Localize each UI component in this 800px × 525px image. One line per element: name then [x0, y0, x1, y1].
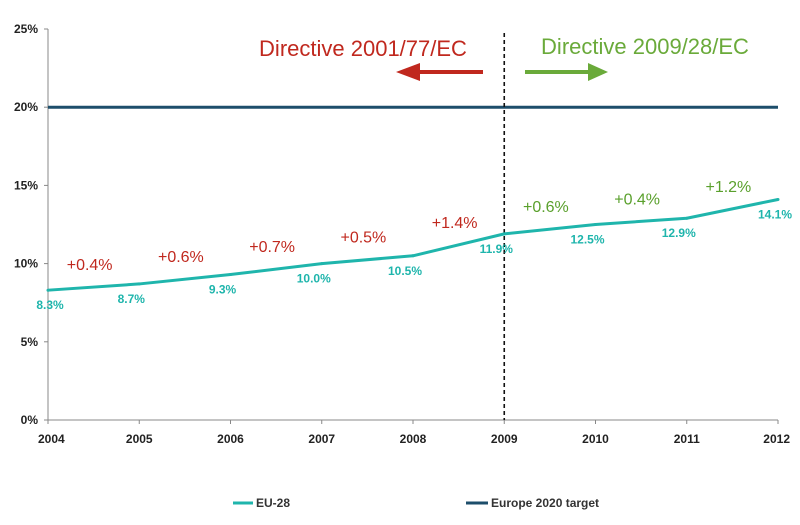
data-label: 11.9%	[480, 242, 514, 256]
data-point-eu-28	[320, 262, 324, 266]
y-tick-label: 15%	[14, 178, 38, 192]
data-point-eu-28	[502, 232, 506, 236]
data-point-eu-28	[137, 282, 141, 286]
legend-item-europe-2020-target: Europe 2020 target	[466, 496, 599, 510]
growth-label: +0.4%	[67, 257, 113, 274]
data-label: 10.0%	[297, 272, 331, 286]
data-label: 8.7%	[118, 292, 146, 306]
data-labels: 8.3% 8.7% 9.3% 10.0% 10.5% 11.9% 12.5% 12.9% 14.…	[36, 207, 792, 312]
left-arrow-icon	[396, 63, 483, 81]
growth-labels: +0.4% +0.6% +0.7% +0.5% +1.4% +0.6% +0.4% +1.2%	[67, 179, 752, 274]
data-label: 14.1%	[758, 207, 792, 221]
y-tick-label: 0%	[21, 413, 39, 427]
data-point-eu-28	[411, 254, 415, 258]
x-tick-label: 2009	[491, 432, 518, 446]
data-label: 12.9%	[662, 226, 696, 240]
data-label: 10.5%	[388, 264, 422, 278]
data-point-eu-28	[594, 223, 597, 226]
y-tick-label: 10%	[14, 257, 38, 271]
right-arrow-icon	[525, 63, 608, 81]
left-directive-label: Directive 2001/77/EC	[259, 36, 467, 61]
data-point-eu-28	[776, 197, 780, 201]
growth-label: +1.2%	[705, 179, 751, 196]
legend-label-europe-2020-target: Europe 2020 target	[491, 496, 599, 510]
x-tick-label: 2007	[308, 432, 335, 446]
data-point-eu-28	[46, 288, 50, 292]
y-axis: 0% 5% 10% 15% 20% 25%	[14, 22, 49, 427]
data-label: 9.3%	[209, 283, 237, 297]
directive-annotations: Directive 2001/77/EC Directive 2009/28/E…	[259, 34, 749, 81]
growth-label: +0.5%	[340, 230, 386, 247]
right-directive-label: Directive 2009/28/EC	[541, 34, 749, 59]
x-tick-label: 2010	[582, 432, 609, 446]
x-tick-label: 2012	[763, 432, 790, 446]
data-label: 12.5%	[570, 233, 604, 247]
x-tick-label: 2011	[674, 432, 700, 446]
x-tick-label: 2004	[38, 432, 65, 446]
data-label: 8.3%	[36, 298, 64, 312]
x-tick-label: 2006	[217, 432, 244, 446]
data-point-eu-28	[229, 273, 232, 277]
data-point-eu-28	[685, 216, 689, 220]
x-axis: 2004 2005 2006 2007 2008 2009 2010 2011 2012	[38, 419, 790, 446]
y-tick-label: 25%	[14, 22, 38, 36]
growth-label: +0.6%	[158, 249, 204, 266]
y-tick-label: 5%	[21, 335, 39, 349]
x-tick-label: 2008	[400, 432, 427, 446]
growth-label: +1.4%	[432, 215, 478, 232]
legend-item-eu-28: EU-28	[233, 496, 290, 510]
x-tick-label: 2005	[126, 432, 153, 446]
series-eu-28	[46, 197, 780, 292]
growth-label: +0.6%	[523, 199, 569, 216]
legend-label-eu-28: EU-28	[256, 496, 290, 510]
legend: EU-28 Europe 2020 target	[233, 496, 599, 510]
growth-label: +0.7%	[249, 239, 295, 256]
growth-label: +0.4%	[614, 191, 660, 208]
y-tick-label: 20%	[14, 100, 38, 114]
